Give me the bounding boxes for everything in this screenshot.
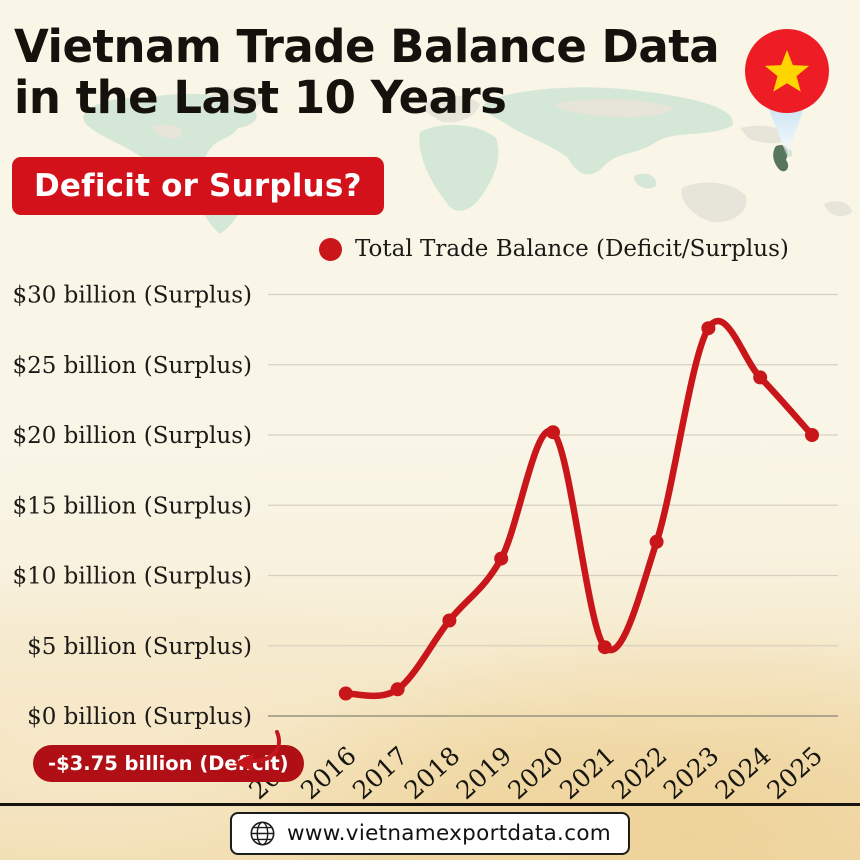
y-axis-tick-label: $0 billion (Surplus)	[27, 704, 252, 730]
x-axis-tick-label: 2018	[399, 741, 466, 805]
legend-label: Total Trade Balance (Deficit/Surplus)	[355, 236, 789, 262]
x-axis-tick-label: 2023	[658, 741, 725, 805]
pin-graphic	[745, 29, 829, 156]
website-link[interactable]: www.vietnamexportdata.com	[229, 812, 631, 855]
page-title: Vietnam Trade Balance Data in the Last 1…	[14, 20, 720, 124]
data-point	[701, 321, 716, 336]
data-point	[753, 370, 768, 385]
y-axis-tick-label: $5 billion (Surplus)	[27, 634, 252, 660]
data-point	[649, 534, 664, 549]
star-icon	[764, 50, 810, 92]
data-point	[494, 551, 509, 566]
x-axis-tick-label: 2019	[451, 741, 518, 805]
world-map-graphic	[83, 87, 852, 234]
y-axis-tick-label: $15 billion (Surplus)	[12, 493, 252, 519]
data-point	[546, 425, 560, 440]
vietnam-flag-location-pin-icon	[738, 24, 838, 164]
x-axis-tick-label: 2025	[761, 741, 828, 805]
y-axis-tick-label: $20 billion (Surplus)	[12, 423, 252, 449]
data-point	[805, 428, 819, 442]
chart-legend: Total Trade Balance (Deficit/Surplus)	[319, 236, 789, 262]
callout-arrow-graphic	[234, 730, 281, 771]
world-map	[34, 84, 860, 240]
globe-icon	[250, 821, 275, 846]
data-point	[597, 640, 612, 655]
pin-pointer	[766, 102, 806, 156]
x-axis-tick-label: 2022	[606, 741, 673, 805]
x-axis-tick-label: 2016	[295, 741, 362, 805]
y-axis-tick-label: $10 billion (Surplus)	[12, 564, 252, 590]
data-point	[442, 613, 457, 628]
website-url-text: www.vietnamexportdata.com	[286, 821, 612, 846]
callout-arrow-icon	[224, 727, 286, 773]
x-axis-tick-label: 2017	[347, 741, 414, 805]
y-axis-tick-label: $30 billion (Surplus)	[12, 283, 252, 309]
legend-marker-dot-icon	[319, 237, 342, 261]
data-point	[338, 686, 353, 701]
page-title-line1: Vietnam Trade Balance Data	[14, 20, 720, 73]
trade-balance-line	[342, 317, 816, 700]
deficit-callout-badge: -$3.75 billion (Deficit)	[33, 745, 304, 782]
y-axis-tick-label: $25 billion (Surplus)	[12, 353, 252, 379]
subtitle-badge: Deficit or Surplus?	[12, 157, 384, 215]
x-axis-tick-label: 2024	[710, 741, 777, 805]
page-title-line2: in the Last 10 Years	[14, 70, 507, 124]
x-axis-tick-label: 2020	[502, 741, 569, 805]
x-axis-tick-label: 2021	[554, 741, 621, 805]
footer-separator-line	[0, 803, 860, 806]
data-point	[390, 682, 405, 697]
